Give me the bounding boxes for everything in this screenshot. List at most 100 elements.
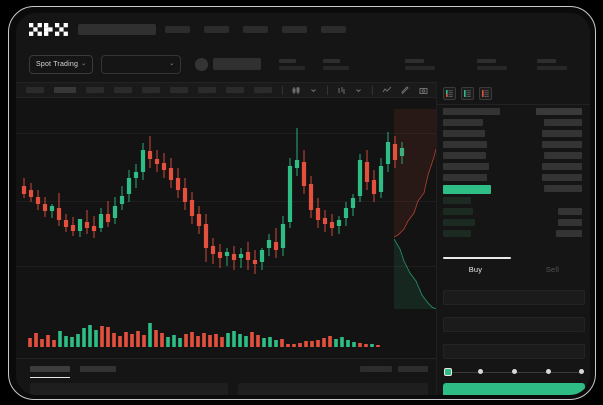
slider-stop-25[interactable] (478, 369, 483, 374)
line-tool-icon[interactable] (382, 86, 392, 94)
orderbook-ask-row[interactable] (443, 163, 584, 171)
bid-size-bar (443, 208, 473, 215)
nav-item-3[interactable] (243, 26, 268, 33)
orderbook-bids-icon[interactable] (461, 87, 474, 100)
okx-logo-icon[interactable] (29, 23, 69, 36)
chevron-down-icon[interactable] (355, 87, 362, 94)
slider-stop-50[interactable] (512, 369, 517, 374)
bid-size-bar (443, 219, 475, 226)
device-frame: Spot Trading ⌄ ⌄ (8, 6, 596, 400)
header-nav (165, 26, 360, 33)
pair-coin-icon (195, 57, 209, 71)
interval-chip-3[interactable] (86, 87, 104, 93)
tab-sell[interactable]: Sell (545, 264, 560, 274)
total-field[interactable] (443, 344, 585, 359)
interval-chip-8[interactable] (226, 87, 244, 93)
search-input[interactable] (78, 24, 156, 35)
stat-high-value (323, 65, 350, 70)
stat-change-value (279, 65, 306, 70)
slider-stop-100[interactable] (579, 369, 584, 374)
action-hide-other-pairs[interactable] (360, 366, 392, 372)
submit-order-button[interactable] (443, 383, 585, 395)
nav-item-4[interactable] (282, 26, 307, 33)
interval-chip-4[interactable] (114, 87, 132, 93)
orderbook-ask-row[interactable] (443, 130, 584, 138)
orderbook-display-modes (437, 82, 590, 104)
nav-item-1[interactable] (165, 26, 190, 33)
orderbook-asks-icon[interactable] (479, 87, 492, 100)
stat-volume-base (477, 58, 508, 70)
ask-size-bar (443, 174, 487, 181)
ask-total-bar (542, 163, 582, 170)
indicators-icon[interactable] (337, 86, 346, 95)
amount-slider[interactable] (443, 367, 585, 377)
orderbook-bid-row[interactable] (443, 197, 584, 205)
trading-mode-dropdown[interactable]: Spot Trading ⌄ (29, 54, 94, 74)
interval-chip-7[interactable] (198, 87, 216, 93)
orderbook-mid-price-row (443, 185, 584, 194)
bid-size-bar (443, 230, 471, 237)
order-form-tabs: Buy Sell (437, 257, 590, 281)
slider-handle[interactable] (444, 368, 452, 376)
orderbook-rows (437, 108, 590, 238)
tab-open-orders[interactable] (30, 366, 70, 372)
nav-item-5[interactable] (321, 26, 346, 33)
active-tab-underline (30, 377, 70, 378)
interval-chip-5[interactable] (142, 87, 160, 93)
tab-buy[interactable]: Buy (468, 264, 483, 274)
bid-total-bar (556, 230, 582, 237)
orders-panel (16, 358, 436, 395)
chevron-down-icon: ⌄ (81, 61, 87, 67)
toolbar-divider-2 (327, 85, 328, 95)
orderbook-ask-row[interactable] (443, 119, 584, 127)
ask-total-bar (544, 119, 582, 126)
market-bar: Spot Trading ⌄ ⌄ (16, 46, 590, 82)
chevron-down-icon: ⌄ (169, 61, 175, 67)
interval-chip-9[interactable] (254, 87, 272, 93)
stat-high-label (323, 58, 341, 63)
device-screen: Spot Trading ⌄ ⌄ (16, 13, 590, 395)
order-row-left[interactable] (30, 383, 228, 395)
tab-order-history[interactable] (80, 366, 116, 372)
orderbook-bid-row[interactable] (443, 230, 584, 238)
toolbar-divider-3 (372, 85, 373, 95)
chevron-down-icon[interactable] (310, 87, 317, 94)
orderbook-both-icon[interactable] (443, 87, 456, 100)
orderbook-bid-row[interactable] (443, 219, 584, 227)
stat-change (279, 58, 306, 70)
ask-size-bar (443, 163, 489, 170)
trading-mode-label: Spot Trading (36, 60, 79, 68)
mid-total-bar (544, 185, 582, 192)
app-header (16, 13, 590, 46)
interval-chip-2[interactable] (54, 87, 76, 93)
order-row-right[interactable] (238, 383, 428, 395)
stat-high (323, 58, 350, 70)
ask-total-bar (542, 174, 582, 181)
pencil-icon[interactable] (401, 85, 410, 95)
candlestick-type-icon[interactable] (292, 86, 301, 95)
gridline (16, 266, 436, 267)
orderbook-bid-row[interactable] (443, 208, 584, 216)
stat-low-label (405, 58, 425, 63)
price-field[interactable] (443, 290, 585, 305)
ask-size-bar (443, 130, 485, 137)
amount-field[interactable] (443, 317, 585, 332)
camera-icon[interactable] (419, 86, 428, 95)
stat-volume-base-value (477, 65, 508, 70)
interval-chip-6[interactable] (170, 87, 188, 93)
orderbook-ask-row[interactable] (443, 152, 584, 160)
stat-change-label (279, 58, 297, 63)
action-cancel-all[interactable] (398, 366, 428, 372)
nav-item-2[interactable] (204, 26, 229, 33)
orderbook-ask-row[interactable] (443, 174, 584, 182)
stat-low-value (405, 65, 436, 70)
orderbook-ask-row[interactable] (443, 141, 584, 149)
slider-stop-75[interactable] (546, 369, 551, 374)
price-chart[interactable] (16, 98, 436, 358)
orderbook-trade-panel: Buy Sell (436, 82, 590, 395)
interval-chip-1[interactable] (26, 87, 44, 93)
ask-size-bar (443, 141, 487, 148)
pair-selector[interactable]: ⌄ (101, 54, 182, 74)
gridline (16, 133, 436, 134)
active-tab-underline (443, 257, 511, 259)
